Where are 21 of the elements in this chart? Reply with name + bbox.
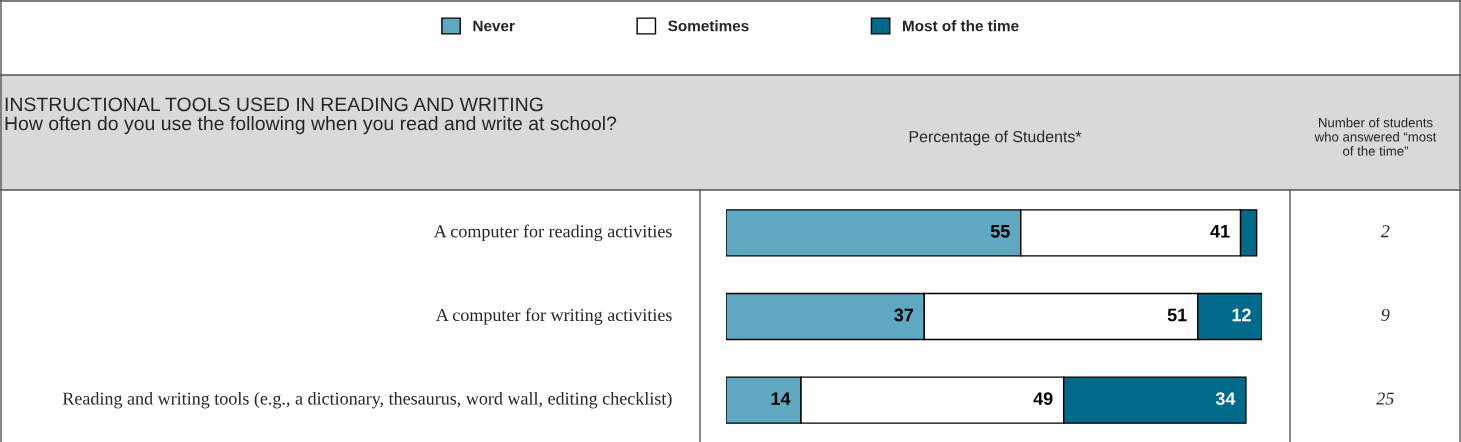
data-label: 34 xyxy=(1215,392,1236,406)
text: 25 xyxy=(1376,392,1394,405)
y-tick-label: A computer for writing activities xyxy=(435,308,672,325)
data-label: 12 xyxy=(1232,308,1251,322)
data-label: 49 xyxy=(1033,392,1053,406)
text: Number of students who answered “most of the time” xyxy=(1314,117,1437,156)
text: INSTRUCTIONAL TOOLS USED IN READING AND WRITING xyxy=(5,97,543,112)
data-label: 14 xyxy=(771,392,791,405)
text: 9 xyxy=(1381,308,1390,322)
data-label: 55 xyxy=(990,225,1010,238)
x-axis-title: Percentage of Students* xyxy=(909,130,1082,146)
y-tick-label: A computer for reading activities xyxy=(433,224,672,242)
text: How often do you use the following when you read and write at school? xyxy=(5,116,617,135)
data-label: 41 xyxy=(1210,225,1230,238)
legend-label: Sometimes xyxy=(668,20,749,32)
legend-label: Most of the time xyxy=(903,20,1019,32)
data-label: 51 xyxy=(1167,308,1187,322)
text: 2 xyxy=(1380,225,1390,238)
legend-label: Never xyxy=(473,20,515,32)
y-tick-label: Reading and writing tools (e.g., a dictionary, thesaurus, word wall, editing checklist) xyxy=(62,391,672,409)
data-label: 37 xyxy=(894,308,914,322)
